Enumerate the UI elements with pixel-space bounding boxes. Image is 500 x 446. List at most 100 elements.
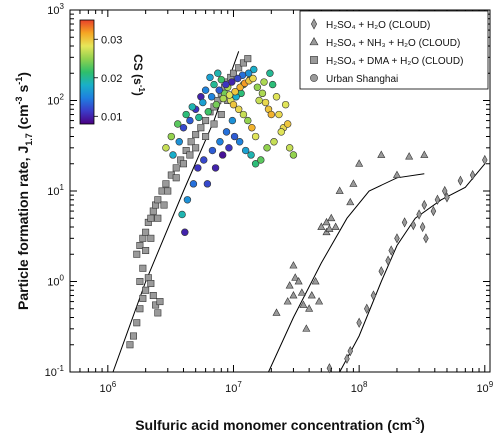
point-circle [253,83,262,91]
point-square [197,124,205,132]
point-square [147,214,155,222]
point-square [154,196,162,204]
point-circle [241,146,250,155]
point-circle [225,144,233,152]
point-diamond [344,353,350,364]
point-circle [215,86,223,94]
point-square [144,274,152,282]
point-diamond [423,233,429,244]
point-square [229,69,237,77]
point-circle [204,108,212,116]
point-diamond [378,266,385,277]
point-circle [194,164,202,172]
point-triangle [309,37,319,46]
point-diamond [347,346,354,357]
point-diamond [356,317,362,328]
point-triangle [392,170,401,178]
point-diamond [326,363,333,374]
point-diamond [410,219,417,231]
point-square [160,201,168,209]
point-square [162,180,170,188]
point-triangle [349,179,358,187]
point-circle [182,110,190,119]
point-square [239,59,247,67]
x-tick-label: 107 [225,380,242,395]
point-square [133,319,141,327]
y-tick-label: 101 [47,183,64,198]
point-triangle [325,224,334,232]
point-circle [178,210,186,219]
point-triangle [317,222,326,230]
point-square [136,277,144,285]
point-square [139,294,147,302]
point-circle [248,124,256,132]
point-triangle [291,273,300,281]
point-circle [258,89,267,98]
x-axis-title: Sulfuric acid monomer concentration (cm-… [135,416,425,433]
x-tick-label: 108 [351,380,368,395]
point-square [154,309,162,317]
point-triangle [322,217,331,226]
point-circle [174,120,182,128]
point-diamond [434,194,441,205]
point-triangle [335,186,344,194]
point-triangle [315,297,324,305]
point-circle [272,93,281,101]
point-square [217,111,225,119]
point-triangle [327,213,336,222]
point-circle [216,138,224,146]
point-triangle [272,308,281,316]
y-tick-label: 102 [47,93,64,108]
x-tick-label: 106 [99,380,116,395]
point-square [164,187,172,195]
point-circle [201,86,210,94]
point-circle [217,75,226,84]
point-diamond [482,154,488,166]
point-circle [281,100,290,109]
point-triangle [289,261,298,269]
point-circle [267,110,276,119]
point-square [310,56,318,64]
point-circle [179,124,188,132]
point-square [244,55,252,63]
point-circle [234,105,243,113]
legend-box [299,10,489,90]
point-circle [261,98,270,107]
point-circle [199,98,207,107]
point-circle [263,144,271,152]
colorbar-tick-label: 0.03 [101,34,122,46]
point-circle [244,116,252,125]
legend: H₂SO₄ + H₂O (CLOUD) H₂SO₄ + NH₃ + H₂O (CL… [309,18,463,85]
axis-ticks: 106 107 108 109 10-1 100 101 102 103 [45,2,494,395]
point-square [149,207,157,215]
point-circle [249,74,257,83]
point-circle [251,132,260,141]
point-triangle [285,281,294,289]
point-circle [195,113,203,122]
point-circle [212,100,221,109]
point-square [202,117,210,125]
point-triangle [405,152,414,160]
point-diamond [419,221,426,233]
point-circle [206,73,214,82]
point-diamond [394,233,400,244]
y-axis-title: Particle formation rate, J1.7 (cm-3 s-1) [14,72,34,310]
point-square [147,234,155,242]
point-circle [225,91,234,99]
point-circle [230,132,239,141]
point-triangle [307,291,316,299]
point-square [147,280,155,288]
point-diamond [442,185,448,197]
point-circle [181,228,189,236]
point-triangle [289,291,298,299]
point-square [187,138,195,146]
point-circle [218,151,227,159]
point-circle [236,83,244,91]
point-diamond [401,217,408,228]
point-square [192,131,200,139]
y-tick-label: 100 [47,274,64,289]
point-circle [268,80,277,89]
colorbar-ticks: 0.03 0.02 0.01 [94,34,122,123]
point-triangle [331,222,340,230]
point-circle [251,160,260,168]
